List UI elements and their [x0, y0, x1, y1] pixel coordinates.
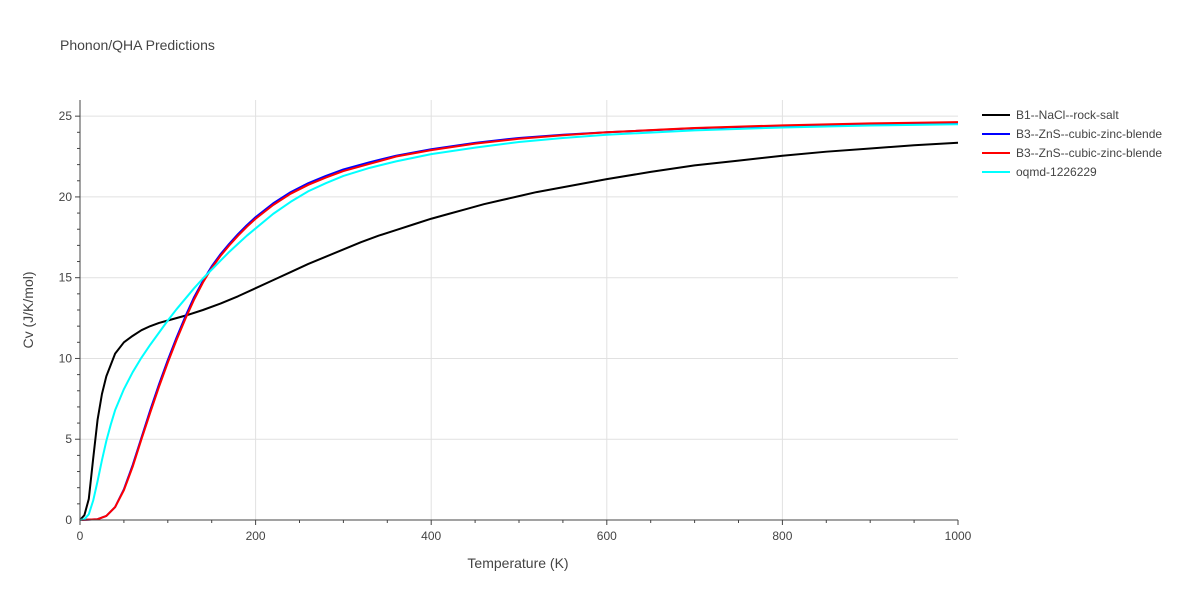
y-tick-label: 0	[65, 513, 72, 527]
plot-area	[79, 121, 959, 521]
x-axis-title: Temperature (K)	[467, 555, 568, 571]
grid	[80, 100, 958, 520]
y-tick-label: 5	[65, 432, 72, 446]
legend[interactable]: B1--NaCl--rock-salt B3--ZnS--cubic-zinc-b…	[982, 108, 1162, 179]
series-line-1	[79, 121, 959, 521]
legend-label[interactable]: B3--ZnS--cubic-zinc-blende	[1016, 146, 1162, 160]
y-tick-label: 10	[59, 351, 73, 365]
series-line-0	[79, 141, 959, 521]
series-line-3	[79, 123, 959, 521]
y-axis-title: Cv (J/K/mol)	[20, 272, 36, 349]
x-tick-label: 800	[772, 529, 792, 543]
legend-label[interactable]: B1--NaCl--rock-salt	[1016, 108, 1119, 122]
x-tick-label: 400	[421, 529, 441, 543]
x-tick-label: 200	[246, 529, 266, 543]
legend-label[interactable]: oqmd-1226229	[1016, 165, 1097, 179]
series-line-2	[79, 121, 959, 521]
x-tick-label: 0	[77, 529, 84, 543]
y-tick-label: 25	[59, 109, 73, 123]
axes: 0 200 400 600 800 1000 0 5 10 15 20 25	[59, 100, 972, 543]
y-tick-label: 15	[59, 271, 73, 285]
chart-title: Phonon/QHA Predictions	[60, 37, 215, 53]
x-tick-label: 1000	[945, 529, 972, 543]
x-tick-label: 600	[597, 529, 617, 543]
y-tick-label: 20	[59, 190, 73, 204]
legend-label[interactable]: B3--ZnS--cubic-zinc-blende	[1016, 127, 1162, 141]
